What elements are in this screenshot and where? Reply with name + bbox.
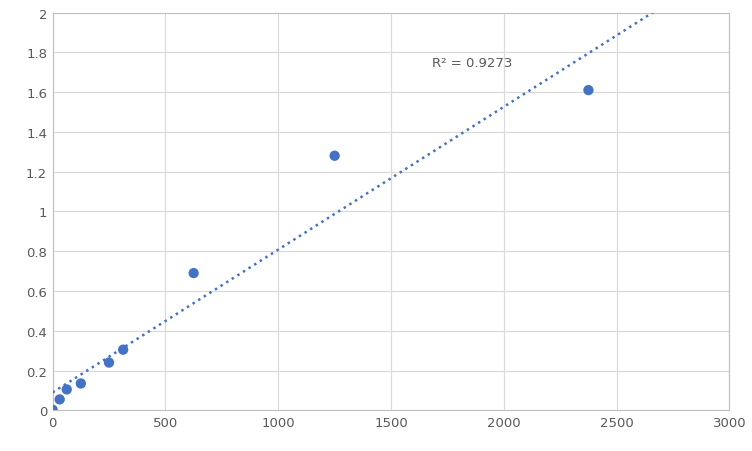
Point [117,346,129,354]
Point [582,87,594,95]
Point [75,380,86,387]
Point [187,270,199,277]
Point [103,359,115,366]
Point [61,386,73,393]
Point [329,153,341,160]
Point [53,396,65,403]
Text: R² = 0.9273: R² = 0.9273 [432,57,512,70]
Point [47,406,59,414]
